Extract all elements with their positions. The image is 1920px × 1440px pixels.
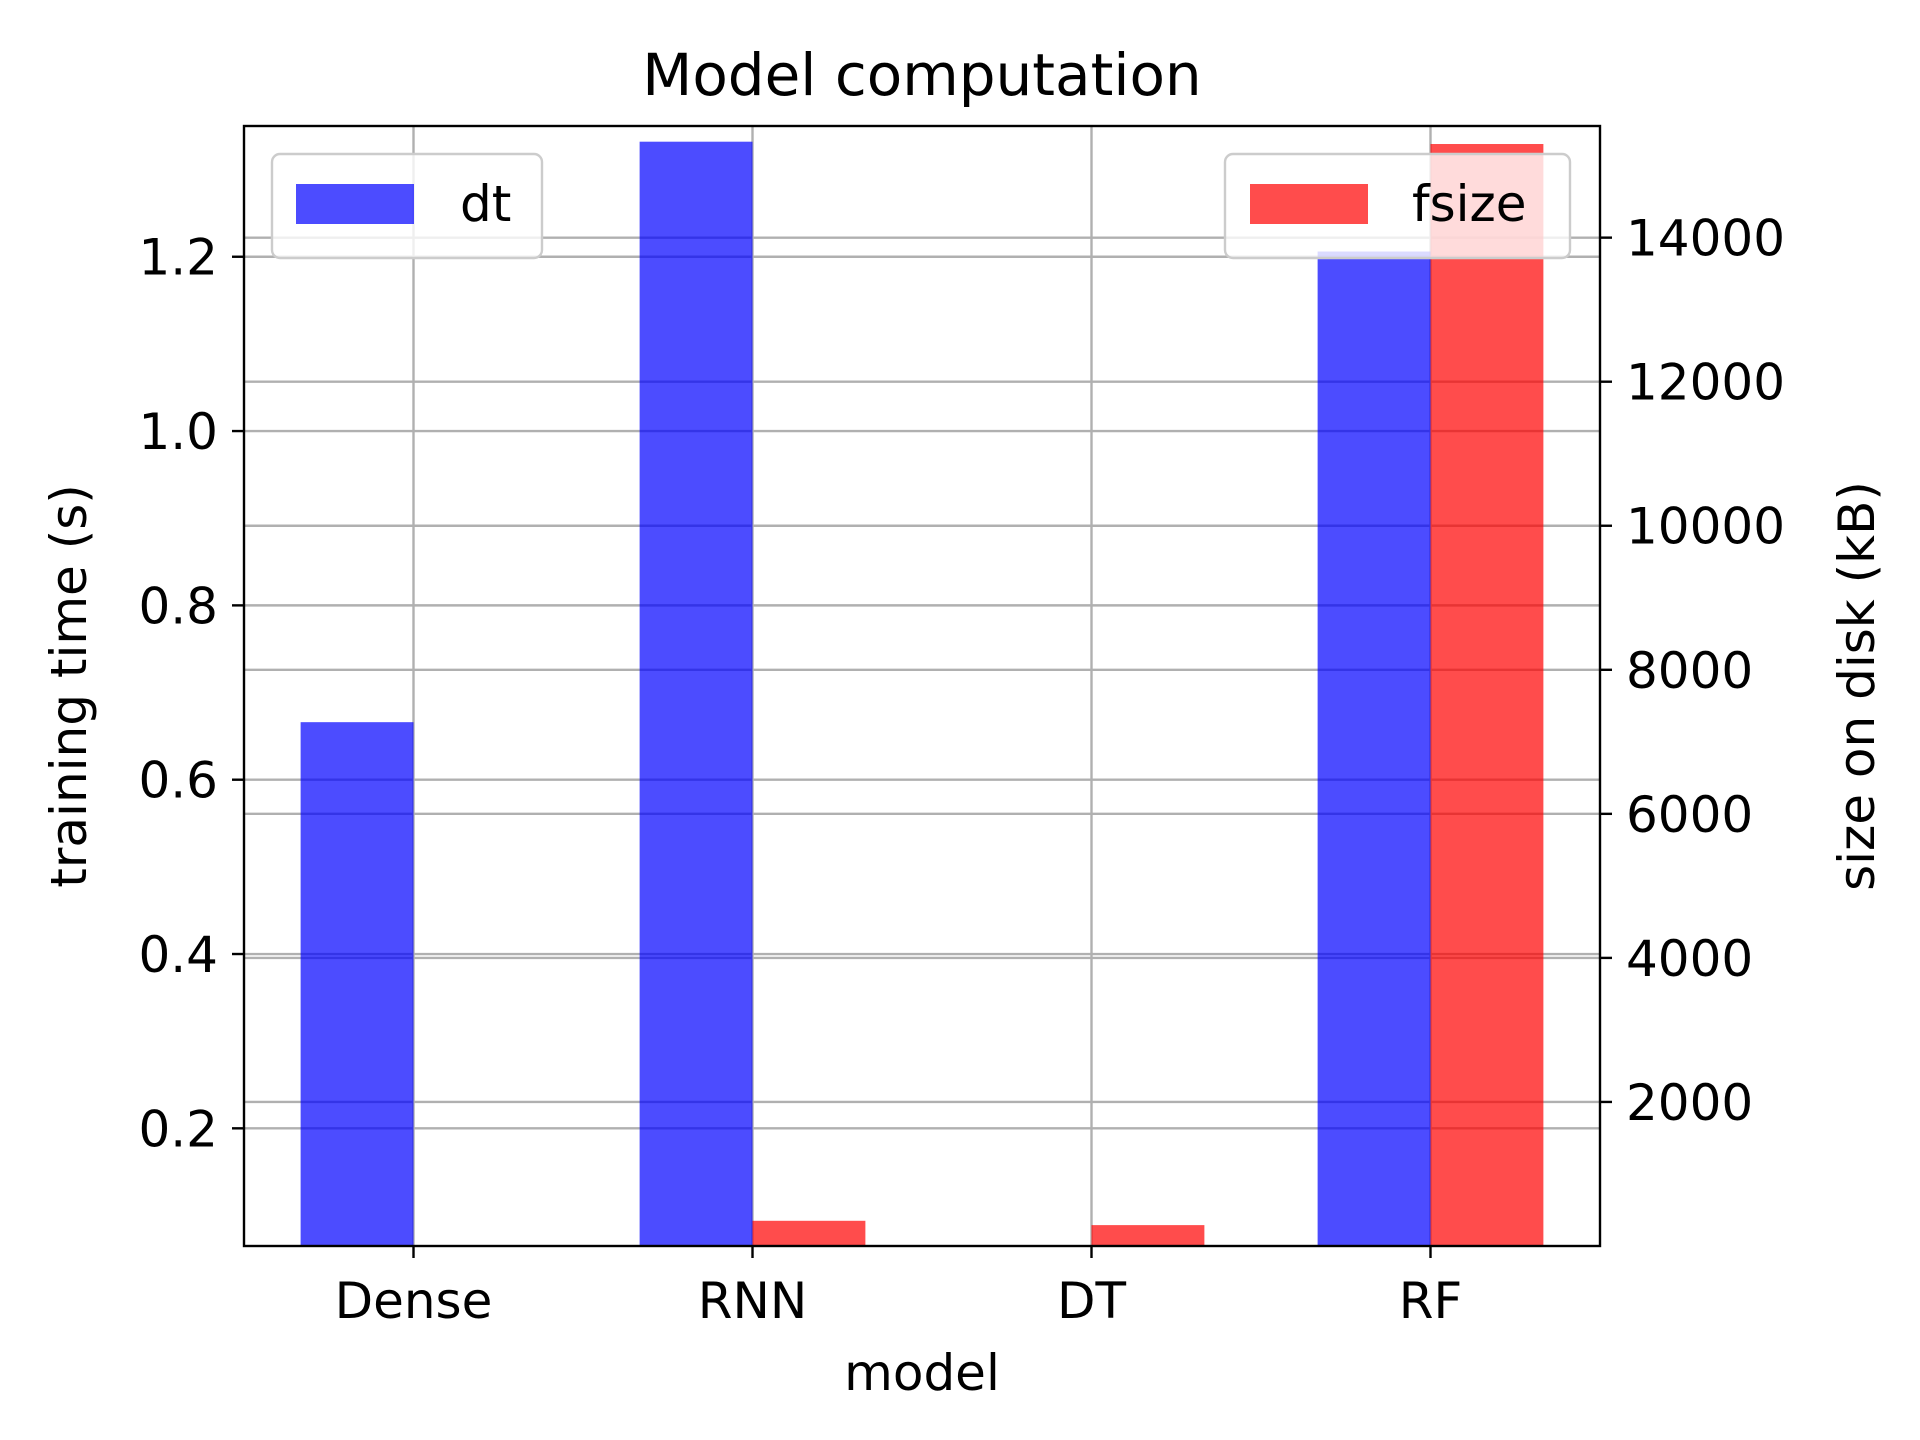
legend-dt-swatch <box>296 184 414 224</box>
x-tick-label: DT <box>1057 1272 1127 1330</box>
axis-ticks: Dense RNN DT RF 0.2 0.4 0.6 0.8 1.0 1.2 2000 4000 60… <box>138 210 1785 1330</box>
bar-fsize-dt <box>1091 1225 1205 1246</box>
bar-dt-rnn <box>639 141 753 1246</box>
x-tick-label: RNN <box>698 1272 808 1330</box>
y-tick-label-left: 0.4 <box>138 926 218 984</box>
y-tick-label-right: 14000 <box>1626 210 1785 268</box>
y-tick-label-right: 2000 <box>1626 1074 1753 1132</box>
y-tick-label-right: 8000 <box>1626 642 1753 700</box>
chart-title: Model computation <box>642 41 1201 109</box>
y-tick-label-left: 0.8 <box>138 577 218 635</box>
legend-fsize-label: fsize <box>1412 175 1527 233</box>
y-tick-label-left: 1.0 <box>138 403 218 461</box>
bar-dt-rf <box>1317 251 1431 1246</box>
legend-dt-label: dt <box>460 175 511 233</box>
y-tick-label-left: 1.2 <box>138 229 218 287</box>
y-tick-label-left: 0.6 <box>138 752 218 810</box>
y-tick-label-left: 0.2 <box>138 1100 218 1158</box>
bar-fsize-rnn <box>752 1220 866 1246</box>
x-tick-label: RF <box>1399 1272 1463 1330</box>
y-tick-label-right: 6000 <box>1626 786 1753 844</box>
legend-fsize: fsize <box>1223 152 1572 260</box>
y-axis-label-left: training time (s) <box>40 484 98 888</box>
bar-dt-dense <box>300 722 414 1246</box>
legend-fsize-frame <box>1223 152 1572 260</box>
y-tick-label-right: 10000 <box>1626 498 1785 556</box>
bars <box>300 141 1544 1246</box>
x-tick-label: Dense <box>335 1272 493 1330</box>
legend-fsize-swatch <box>1250 184 1368 224</box>
y-tick-label-right: 4000 <box>1626 930 1753 988</box>
y-axis-label-right: size on disk (kB) <box>1828 481 1886 891</box>
y-tick-label-right: 12000 <box>1626 354 1785 412</box>
bar-fsize-rf <box>1430 144 1544 1246</box>
plot-frame <box>242 124 1602 1248</box>
x-axis-label: model <box>844 1344 1000 1402</box>
legend-dt: dt <box>270 152 544 260</box>
